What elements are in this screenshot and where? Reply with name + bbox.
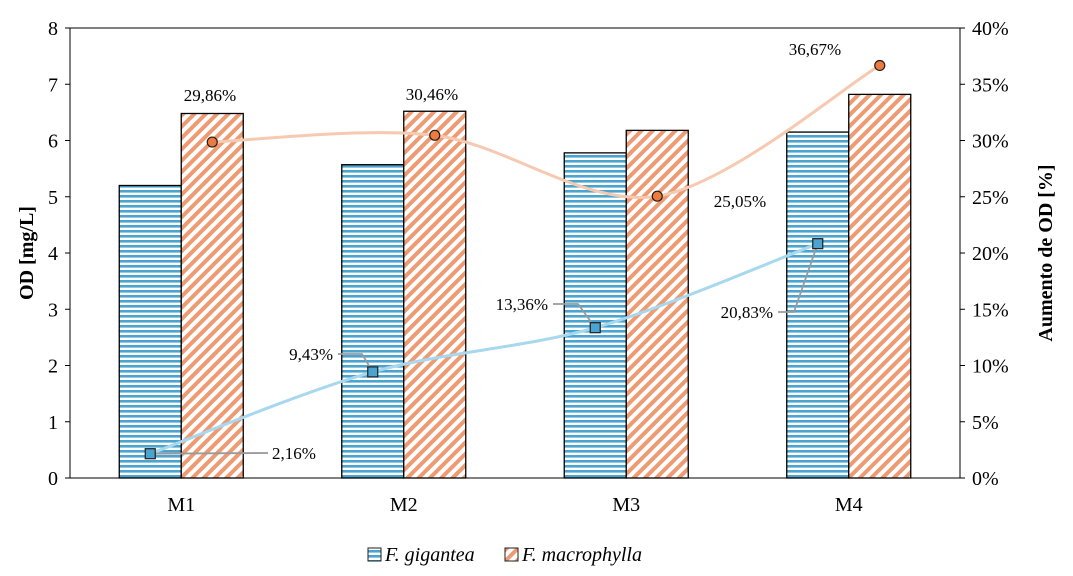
y-left-tick-label: 6	[48, 131, 58, 153]
marker-macrophylla-m4	[874, 59, 886, 72]
bar-gigantea-m2	[341, 164, 405, 479]
marker-gigantea-m3	[589, 322, 601, 334]
y-left-tick-label: 1	[48, 412, 58, 434]
leader-line	[150, 452, 269, 455]
y-left-tick-label: 0	[48, 468, 58, 490]
y-left-tick-label: 8	[48, 18, 58, 40]
legend-swatch-macrophylla	[504, 547, 519, 562]
y-right-tick-label: 30%	[972, 131, 1009, 153]
y-right-axis-title: Aumento de OD [%]	[1035, 164, 1057, 341]
x-tick-label: M3	[612, 494, 640, 516]
bar-macrophylla-m1	[180, 112, 244, 479]
data-label-gigantea-m2: 9,43%	[289, 345, 333, 364]
y-left-axis-title: OD [mg/L]	[16, 206, 38, 300]
bar-gigantea-m1	[118, 184, 182, 479]
marker-macrophylla-m3	[651, 190, 663, 202]
bar-gigantea-m3	[563, 152, 627, 479]
data-label-macrophylla-m4: 36,67%	[789, 40, 841, 59]
data-label-gigantea-m4: 20,83%	[721, 303, 773, 322]
marker-macrophylla-m2	[429, 129, 441, 141]
y-right-tick-label: 0%	[972, 468, 999, 490]
data-label-gigantea-m1: 2,16%	[272, 444, 316, 463]
marker-macrophylla-m1	[206, 136, 218, 148]
leader-line	[338, 353, 374, 373]
y-right-tick-label: 10%	[972, 356, 1009, 378]
bar-macrophylla-m4	[848, 93, 912, 479]
bar-macrophylla-m3	[625, 129, 689, 479]
y-left-tick-label: 5	[48, 187, 58, 209]
line-gigantea	[149, 242, 819, 456]
y-left-tick-label: 3	[48, 299, 58, 321]
y-right-tick-label: 15%	[972, 299, 1009, 321]
legend: F. gigantea F. macrophylla	[367, 544, 642, 566]
bar-macrophylla-m2	[403, 110, 467, 479]
legend-label-gigantea: F. gigantea	[384, 544, 475, 566]
x-tick-label: M2	[390, 494, 418, 516]
marker-gigantea-m4	[812, 238, 824, 250]
x-tick-label: M1	[167, 494, 195, 516]
legend-label-macrophylla: F. macrophylla	[521, 544, 642, 566]
line-macrophylla	[212, 64, 881, 199]
leader-line	[778, 243, 819, 313]
y-right-tick-label: 35%	[972, 74, 1009, 96]
data-label-macrophylla-m1: 29,86%	[184, 86, 236, 105]
y-right-tick-label: 5%	[972, 412, 999, 434]
marker-gigantea-m1	[144, 448, 156, 460]
y-left-tick-label: 4	[48, 243, 58, 265]
data-label-gigantea-m3: 13,36%	[496, 295, 548, 314]
y-right-tick-label: 40%	[972, 18, 1009, 40]
legend-swatch-gigantea	[367, 547, 382, 562]
y-left-tick-label: 7	[48, 74, 58, 96]
leader-line	[553, 303, 596, 329]
data-label-macrophylla-m3: 25,05%	[714, 192, 766, 211]
y-left-tick-label: 2	[48, 356, 58, 378]
y-right-tick-label: 20%	[972, 243, 1009, 265]
y-right-tick-label: 25%	[972, 187, 1009, 209]
marker-gigantea-m2	[367, 366, 379, 378]
data-label-macrophylla-m2: 30,46%	[406, 85, 458, 104]
x-tick-label: M4	[835, 494, 863, 516]
